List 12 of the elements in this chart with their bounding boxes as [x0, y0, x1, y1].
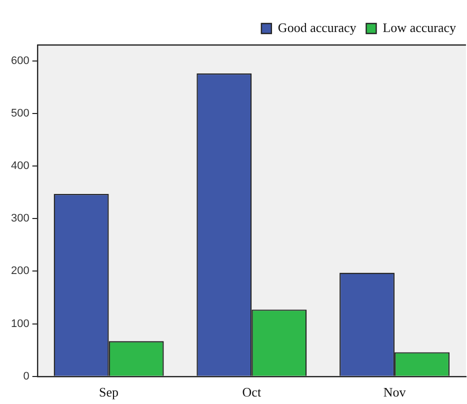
y-tick-label: 200	[10, 265, 30, 278]
legend-label: Good accuracy	[278, 20, 357, 35]
x-tick-label: Nov	[383, 384, 406, 400]
y-tick-label: 400	[10, 160, 30, 172]
y-tick-label: 0	[23, 370, 30, 382]
y-tick-label: 100	[10, 318, 30, 330]
x-tick-label: Oct	[242, 384, 262, 400]
x-tick-label: Sep	[99, 384, 119, 400]
y-tick-label: 500	[10, 107, 30, 120]
y-tick-label: 300	[10, 212, 30, 225]
y-tick-label: 600	[10, 54, 30, 67]
legend-label: Low accuracy	[382, 20, 456, 35]
